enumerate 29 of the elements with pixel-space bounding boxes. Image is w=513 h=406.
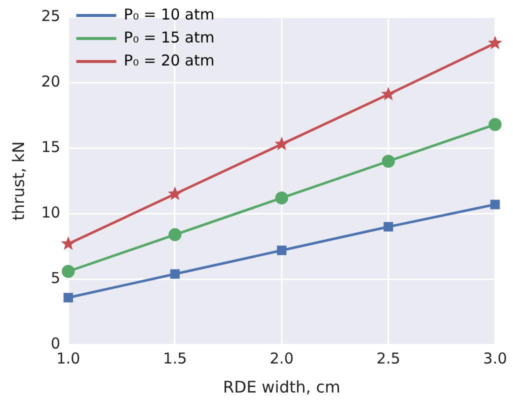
x-tick-label: 2.0 xyxy=(270,350,294,368)
legend-label: P₀ = 10 atm xyxy=(124,5,214,24)
point xyxy=(275,191,288,204)
x-tick-label: 1.5 xyxy=(163,350,187,368)
point xyxy=(62,264,75,278)
point xyxy=(64,292,74,302)
point xyxy=(384,222,394,232)
y-tick-label: 25 xyxy=(41,6,60,25)
y-tick-label: 5 xyxy=(50,269,60,288)
point xyxy=(168,228,182,242)
y-tick-label: 20 xyxy=(41,72,60,90)
x-tick-label: 3.0 xyxy=(483,350,507,368)
point xyxy=(488,36,502,50)
y-axis-title: thrust, kN xyxy=(8,141,28,220)
x-tick-label: 2.5 xyxy=(376,350,400,368)
point xyxy=(381,86,396,100)
point xyxy=(274,136,289,150)
legend-label: P₀ = 20 atm xyxy=(124,51,214,70)
point xyxy=(168,186,182,200)
legend-label: P₀ = 15 atm xyxy=(124,28,214,46)
x-axis-title: RDE width, cm xyxy=(223,378,340,397)
point xyxy=(382,154,395,168)
point xyxy=(488,118,502,132)
point xyxy=(61,236,76,250)
point xyxy=(276,246,286,256)
point xyxy=(170,269,180,279)
y-tick-label: 10 xyxy=(41,204,60,222)
y-tick-label: 15 xyxy=(41,138,60,156)
point xyxy=(490,200,500,210)
